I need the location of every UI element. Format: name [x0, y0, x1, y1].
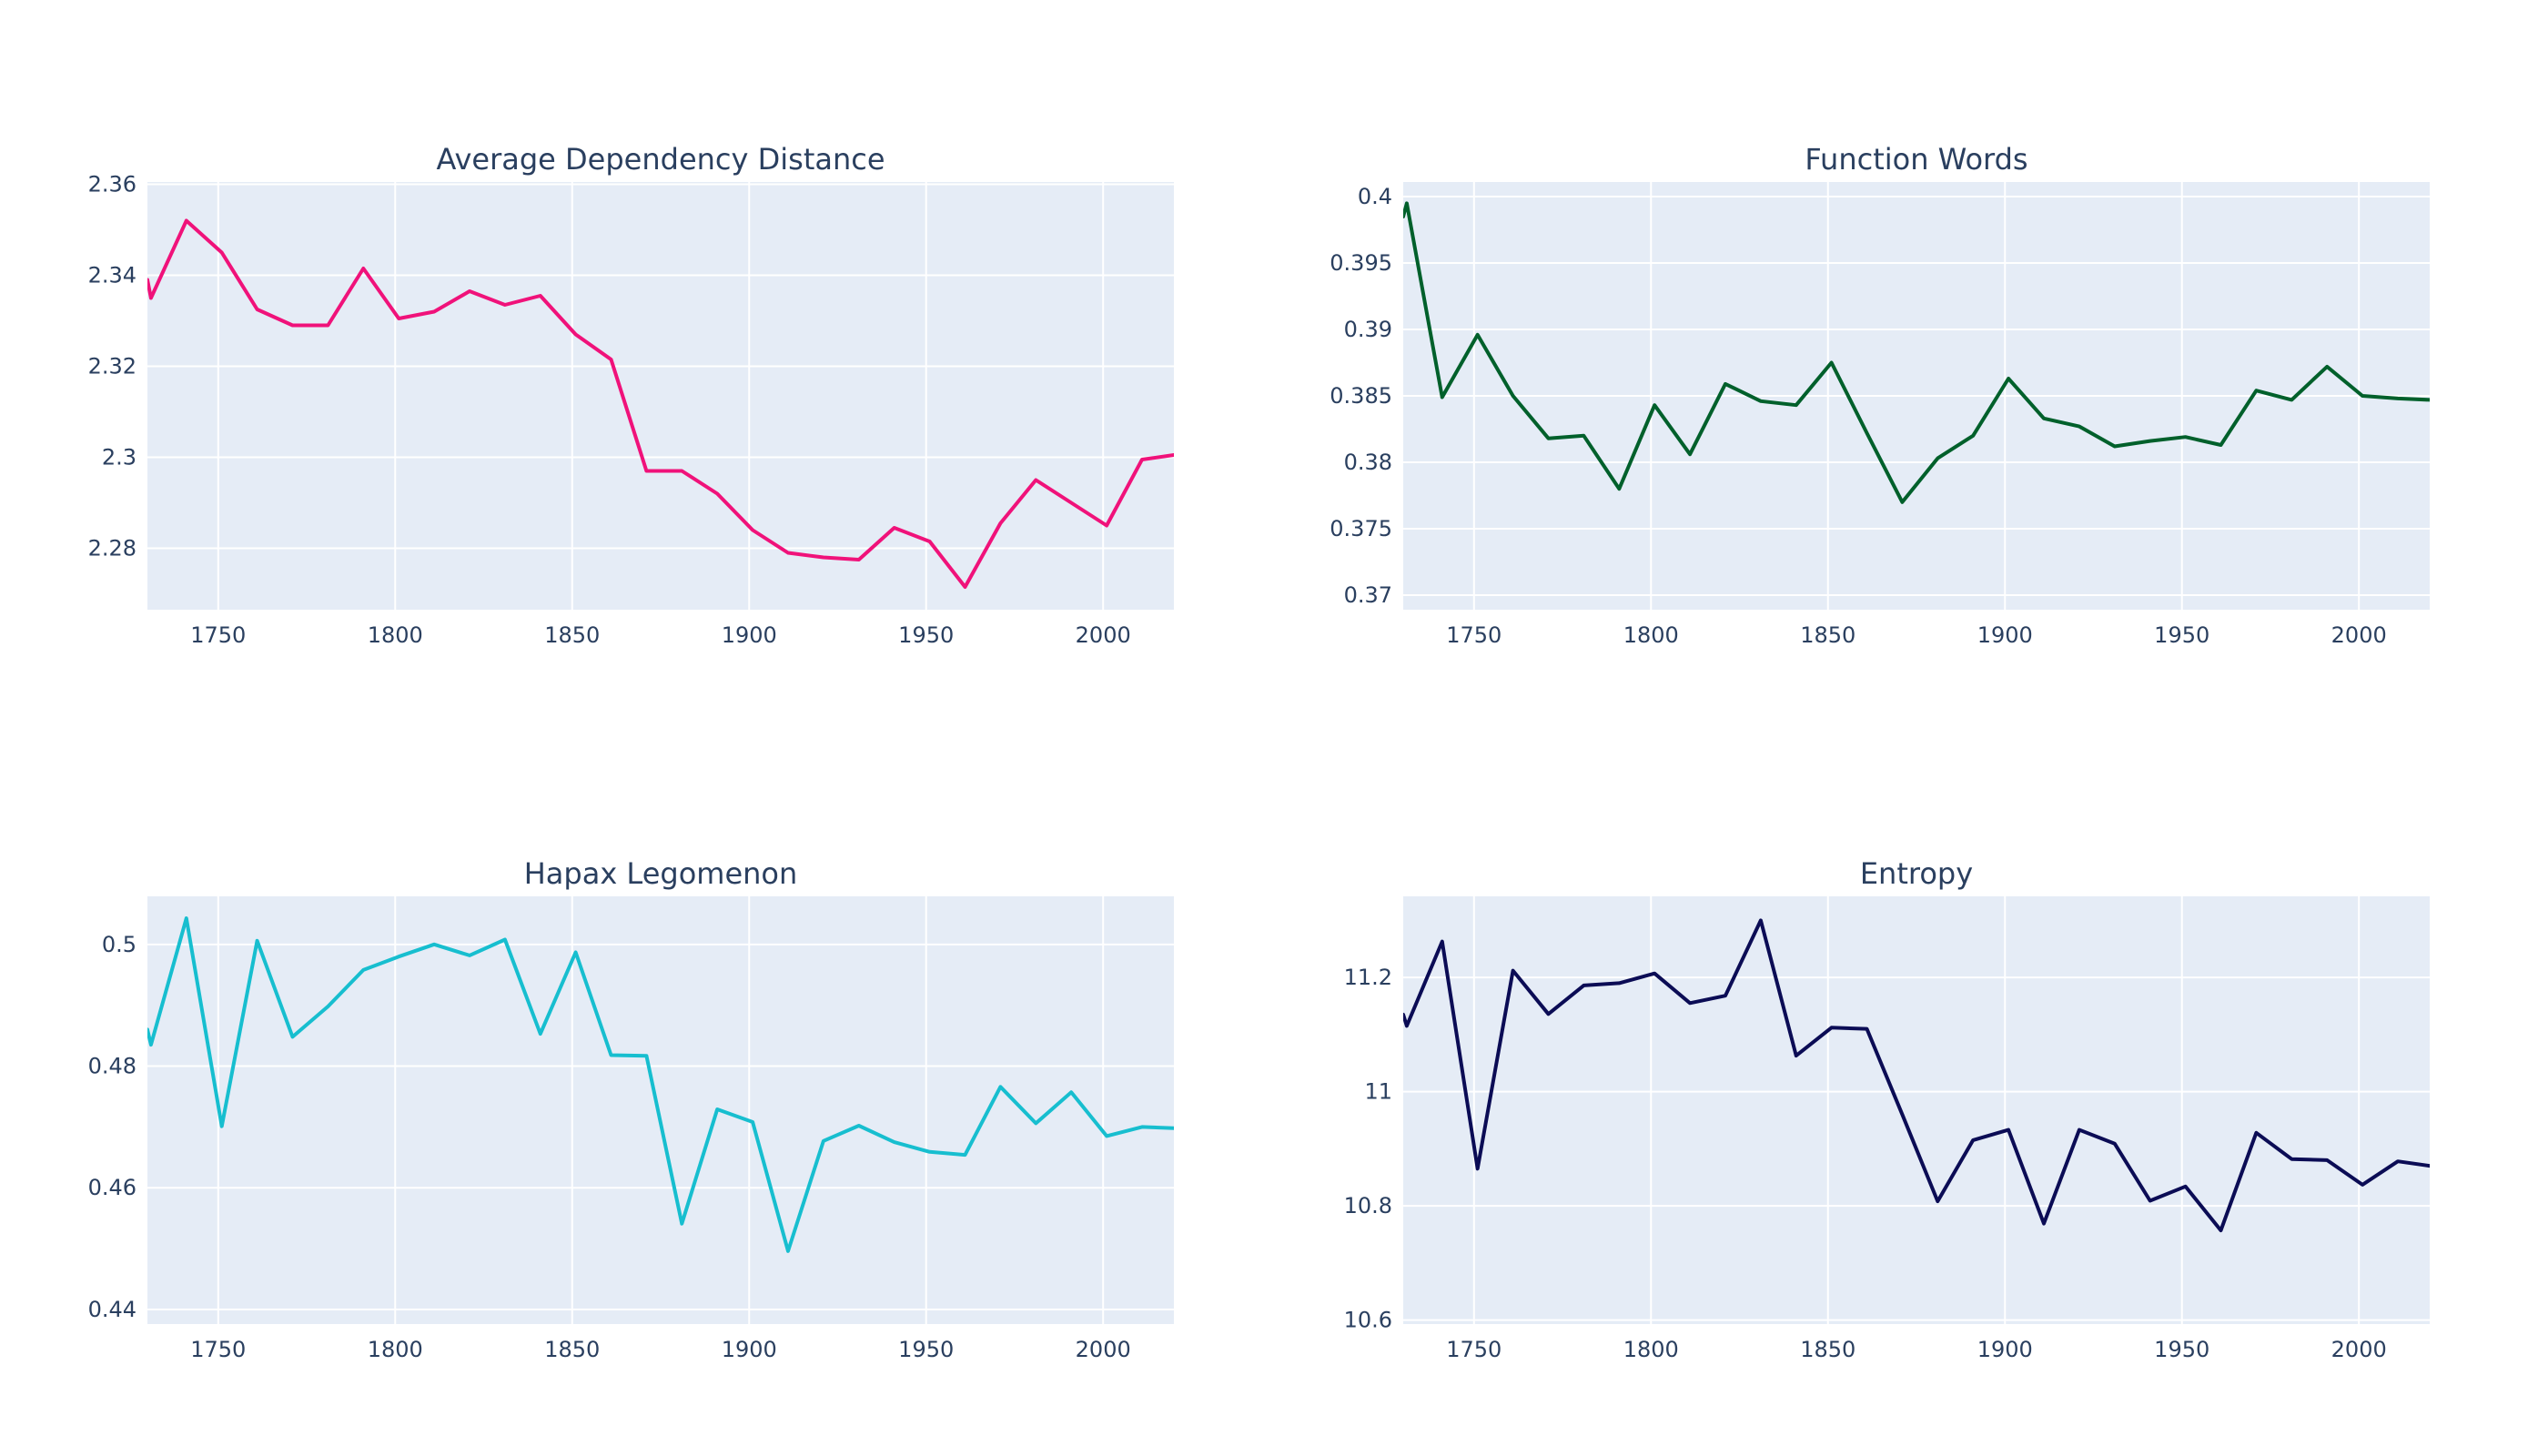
x-tick-label: 1900 — [722, 622, 777, 648]
series-line — [147, 218, 1174, 589]
x-tick-label: 2000 — [1076, 622, 1131, 648]
subplot-function-words: 1750 1800 1850 1900 1950 2000 0.37 0.375 0.38 0.3… — [1330, 142, 2430, 648]
x-tick-label: 1850 — [544, 1337, 600, 1362]
y-tick-label: 0.46 — [88, 1175, 136, 1200]
x-tick-label: 2000 — [2331, 1337, 2387, 1362]
subplot-entropy: 1750 1800 1850 1900 1950 2000 10.6 10.8 11 11.2 En… — [1344, 856, 2430, 1362]
x-tick-label: 1900 — [1977, 622, 2033, 648]
y-tick-label: 10.6 — [1344, 1308, 1392, 1333]
x-tick-label: 1950 — [898, 622, 954, 648]
x-tick-label: 1950 — [898, 1337, 954, 1362]
x-tick-label: 1900 — [1977, 1337, 2033, 1362]
y-tick-label: 0.395 — [1330, 250, 1392, 276]
y-tick-label: 0.5 — [102, 932, 136, 957]
x-tick-label: 1850 — [1800, 1337, 1855, 1362]
y-tick-label: 2.28 — [88, 536, 136, 561]
y-tick-label: 2.34 — [88, 263, 136, 288]
subplot-title: Entropy — [1860, 856, 1973, 891]
subplot-hapax-legomenon: 1750 1800 1850 1900 1950 2000 0.44 0.46 0.48 0.5 H… — [88, 856, 1174, 1362]
x-tick-label: 1800 — [1623, 1337, 1679, 1362]
series-line — [1403, 201, 2430, 504]
y-tick-label: 11.2 — [1344, 965, 1392, 990]
x-tick-label: 1950 — [2154, 1337, 2209, 1362]
subplot-title: Average Dependency Distance — [436, 142, 885, 177]
x-tick-label: 1800 — [368, 1337, 423, 1362]
x-tick-label: 1950 — [2154, 622, 2209, 648]
x-tick-label: 1750 — [1446, 1337, 1502, 1362]
subplot-average-dependency-distance: 1750 1800 1850 1900 1950 2000 2.28 2.3 2.32 2.34 2… — [88, 142, 1174, 648]
plot-area — [1403, 896, 2430, 1324]
plot-area — [147, 896, 1174, 1324]
y-tick-label: 0.48 — [88, 1054, 136, 1079]
y-tick-label: 0.39 — [1344, 317, 1392, 342]
y-tick-label: 2.3 — [102, 445, 136, 470]
y-tick-label: 0.38 — [1344, 450, 1392, 475]
y-tick-label: 0.385 — [1330, 383, 1392, 409]
x-tick-label: 2000 — [2331, 622, 2387, 648]
y-tick-label: 10.8 — [1344, 1193, 1392, 1218]
x-tick-label: 1850 — [544, 622, 600, 648]
y-tick-label: 0.4 — [1358, 184, 1392, 209]
x-tick-label: 1750 — [1446, 622, 1502, 648]
subplot-title: Hapax Legomenon — [524, 856, 798, 891]
series-line — [1403, 918, 2430, 1233]
x-tick-label: 1750 — [190, 1337, 246, 1362]
x-tick-label: 1800 — [1623, 622, 1679, 648]
y-tick-label: 0.375 — [1330, 516, 1392, 541]
y-tick-label: 11 — [1364, 1079, 1392, 1105]
x-tick-label: 1750 — [190, 622, 246, 648]
x-tick-label: 1800 — [368, 622, 423, 648]
subplot-title: Function Words — [1805, 142, 2027, 177]
plot-area — [147, 182, 1174, 610]
x-tick-label: 1850 — [1800, 622, 1855, 648]
y-tick-label: 2.36 — [88, 172, 136, 197]
y-tick-label: 0.37 — [1344, 582, 1392, 608]
x-tick-label: 1900 — [722, 1337, 777, 1362]
x-tick-label: 2000 — [1076, 1337, 1131, 1362]
y-tick-label: 0.44 — [88, 1297, 136, 1322]
series-line — [147, 916, 1174, 1253]
y-tick-label: 2.32 — [88, 354, 136, 379]
